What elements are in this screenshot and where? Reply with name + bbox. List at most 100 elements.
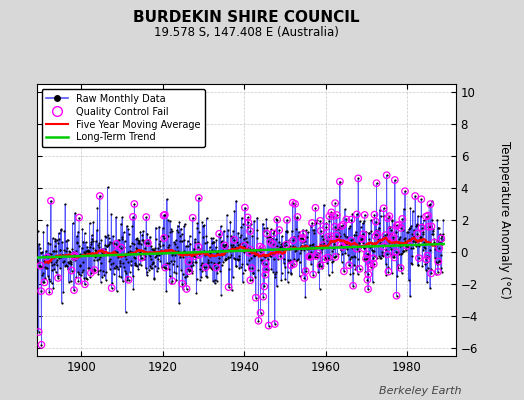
Point (55, 255, 63, 261)
Point (245, 265, 253, 271)
Point (52, 236, 61, 243)
Point (40, 258, 48, 264)
Point (366, 260, 374, 267)
Point (146, 262, 154, 269)
Point (135, 238, 143, 244)
Point (83, 244, 91, 250)
Point (107, 285, 116, 291)
Point (201, 264, 210, 270)
Point (70, 252, 79, 258)
Point (36, 262, 44, 269)
Point (398, 216, 407, 222)
Point (259, 220, 267, 227)
Point (141, 265, 150, 272)
Point (388, 216, 396, 223)
Point (76, 262, 84, 268)
Point (383, 251, 391, 258)
Point (115, 243, 123, 249)
Point (408, 231, 416, 238)
Point (322, 224, 330, 230)
Point (188, 268, 196, 274)
Point (126, 248, 135, 254)
Point (430, 242, 439, 248)
Point (302, 264, 310, 271)
Point (293, 233, 302, 240)
Point (370, 232, 379, 238)
Point (263, 234, 271, 240)
Point (162, 261, 170, 267)
Point (147, 256, 155, 263)
Point (298, 239, 306, 245)
Point (140, 256, 148, 263)
Point (162, 259, 171, 266)
Point (417, 234, 425, 240)
Point (267, 253, 275, 259)
Point (417, 213, 425, 220)
Point (159, 225, 167, 231)
Point (164, 233, 172, 240)
Point (223, 254, 232, 260)
Point (345, 242, 354, 248)
Point (276, 253, 285, 259)
Point (157, 250, 166, 256)
Point (334, 225, 342, 231)
Point (156, 238, 165, 244)
Point (338, 251, 346, 258)
Point (330, 240, 339, 247)
Point (163, 244, 172, 250)
Point (316, 262, 325, 269)
Point (43, 254, 52, 261)
Point (75, 270, 84, 277)
Point (35, 262, 43, 269)
Point (160, 264, 168, 270)
Point (47, 198, 55, 204)
Point (81, 248, 90, 254)
Point (224, 284, 233, 290)
Point (72, 274, 81, 280)
Point (56, 265, 64, 271)
Point (419, 247, 428, 253)
Point (73, 240, 81, 246)
Point (92, 238, 100, 244)
Point (222, 241, 230, 248)
Point (384, 264, 392, 271)
Point (106, 256, 114, 262)
Point (282, 242, 290, 248)
Point (160, 235, 168, 241)
Point (363, 276, 372, 283)
Point (237, 224, 245, 230)
Point (53, 262, 61, 268)
Point (97, 237, 106, 244)
Point (385, 239, 393, 245)
Point (244, 214, 252, 221)
Point (146, 253, 155, 260)
Point (435, 245, 443, 251)
Point (428, 217, 436, 223)
Point (316, 218, 324, 224)
Point (255, 246, 263, 252)
Point (282, 242, 290, 248)
Point (268, 241, 277, 247)
Point (145, 251, 153, 257)
Point (103, 243, 111, 250)
Point (85, 220, 94, 226)
Point (316, 228, 325, 234)
Point (279, 246, 287, 252)
Point (170, 268, 179, 275)
Point (367, 228, 376, 234)
Point (151, 224, 160, 231)
Point (259, 294, 267, 300)
Point (166, 273, 174, 280)
Point (174, 229, 183, 235)
Point (236, 234, 244, 241)
Point (275, 227, 283, 233)
Point (307, 261, 315, 267)
Point (67, 259, 75, 266)
Point (112, 263, 120, 270)
Point (359, 231, 367, 237)
Point (396, 243, 404, 250)
Point (384, 268, 392, 275)
Point (397, 225, 405, 231)
Point (244, 224, 252, 230)
Point (250, 218, 258, 224)
